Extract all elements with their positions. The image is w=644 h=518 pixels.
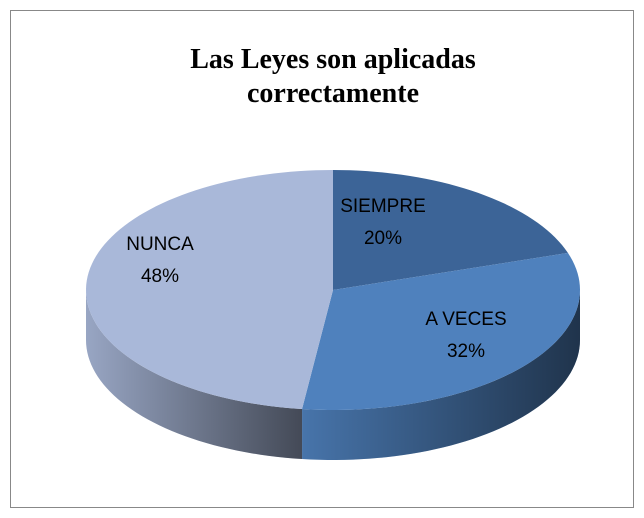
slice: [333, 170, 568, 290]
slice: [302, 252, 580, 410]
slice-value-label: 32%: [447, 341, 485, 362]
slice-side-shade: [86, 290, 303, 460]
slice-label: NUNCA: [126, 234, 194, 255]
slice: [86, 170, 333, 410]
pie: SIEMPRE 20% A VECES 32% NUNCA 48%: [86, 170, 580, 460]
slice-value-label: 20%: [364, 228, 402, 249]
slice-side-shade: [302, 290, 580, 460]
slice-value-label: 48%: [141, 266, 179, 287]
slice-label: SIEMPRE: [340, 196, 426, 217]
chart-title: Las Leyes son aplicadas correctamente: [190, 44, 476, 109]
slice-label: A VECES: [425, 309, 506, 330]
